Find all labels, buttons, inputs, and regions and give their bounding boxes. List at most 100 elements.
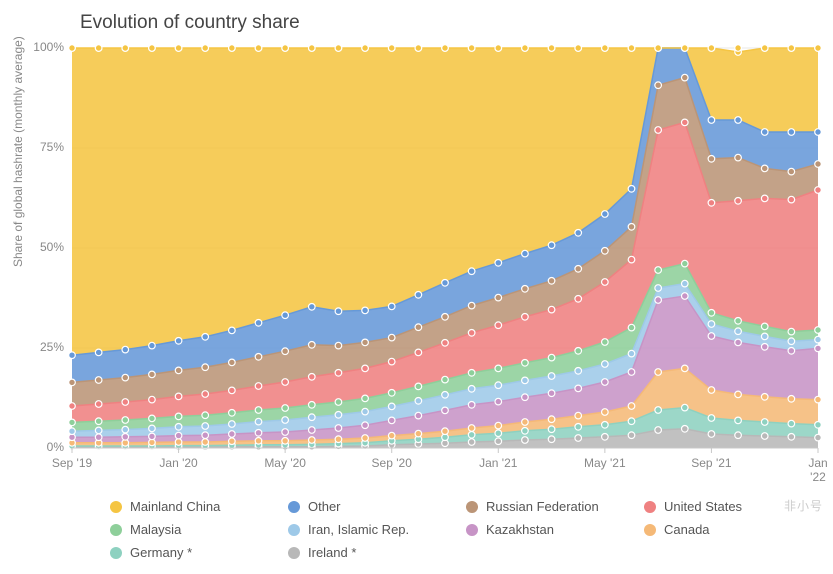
marker[interactable] <box>681 280 688 287</box>
marker[interactable] <box>628 369 635 376</box>
marker[interactable] <box>175 432 182 439</box>
marker[interactable] <box>362 408 369 415</box>
marker[interactable] <box>308 304 315 311</box>
marker[interactable] <box>548 436 555 443</box>
marker[interactable] <box>495 365 502 372</box>
marker[interactable] <box>815 187 822 194</box>
marker-top[interactable] <box>255 45 262 52</box>
marker[interactable] <box>175 424 182 431</box>
marker[interactable] <box>708 310 715 317</box>
marker-top[interactable] <box>655 45 662 52</box>
marker[interactable] <box>708 333 715 340</box>
marker-top[interactable] <box>149 45 156 52</box>
marker[interactable] <box>468 330 475 337</box>
marker[interactable] <box>522 360 529 367</box>
marker[interactable] <box>735 154 742 161</box>
marker[interactable] <box>522 377 529 384</box>
marker[interactable] <box>681 365 688 372</box>
marker[interactable] <box>442 314 449 321</box>
marker[interactable] <box>282 379 289 386</box>
marker[interactable] <box>575 296 582 303</box>
marker-top[interactable] <box>388 45 395 52</box>
marker-top[interactable] <box>415 45 422 52</box>
marker[interactable] <box>522 419 529 426</box>
marker[interactable] <box>308 437 315 444</box>
marker[interactable] <box>362 307 369 314</box>
marker[interactable] <box>575 412 582 419</box>
marker[interactable] <box>69 403 76 410</box>
marker[interactable] <box>308 402 315 409</box>
marker[interactable] <box>815 161 822 168</box>
marker[interactable] <box>468 370 475 377</box>
marker[interactable] <box>788 168 795 175</box>
marker[interactable] <box>628 324 635 331</box>
marker[interactable] <box>522 250 529 257</box>
marker[interactable] <box>708 200 715 207</box>
marker[interactable] <box>468 402 475 409</box>
marker[interactable] <box>335 436 342 443</box>
marker[interactable] <box>522 286 529 293</box>
marker[interactable] <box>255 418 262 425</box>
marker[interactable] <box>388 417 395 424</box>
marker[interactable] <box>628 256 635 263</box>
marker[interactable] <box>442 376 449 383</box>
marker[interactable] <box>522 394 529 401</box>
marker[interactable] <box>655 427 662 434</box>
marker[interactable] <box>681 74 688 81</box>
legend-item[interactable]: Other <box>288 499 458 514</box>
marker[interactable] <box>282 438 289 445</box>
marker[interactable] <box>388 432 395 439</box>
marker[interactable] <box>442 280 449 287</box>
marker[interactable] <box>495 430 502 437</box>
marker[interactable] <box>149 371 156 378</box>
marker-top[interactable] <box>548 45 555 52</box>
marker[interactable] <box>575 368 582 375</box>
marker[interactable] <box>655 369 662 376</box>
marker[interactable] <box>255 354 262 361</box>
marker[interactable] <box>575 435 582 442</box>
marker-top[interactable] <box>761 45 768 52</box>
marker[interactable] <box>282 405 289 412</box>
marker[interactable] <box>202 391 209 398</box>
marker[interactable] <box>255 430 262 437</box>
marker[interactable] <box>95 418 102 425</box>
marker[interactable] <box>735 328 742 335</box>
marker[interactable] <box>602 248 609 255</box>
marker[interactable] <box>735 318 742 325</box>
marker[interactable] <box>815 434 822 441</box>
marker[interactable] <box>735 198 742 205</box>
marker[interactable] <box>628 350 635 357</box>
marker[interactable] <box>69 428 76 435</box>
marker[interactable] <box>735 391 742 398</box>
marker[interactable] <box>282 417 289 424</box>
marker[interactable] <box>308 374 315 381</box>
marker[interactable] <box>495 260 502 267</box>
marker[interactable] <box>468 302 475 309</box>
marker[interactable] <box>815 336 822 343</box>
marker-top[interactable] <box>681 45 688 52</box>
marker[interactable] <box>761 344 768 351</box>
marker-top[interactable] <box>308 45 315 52</box>
marker[interactable] <box>735 417 742 424</box>
legend-item[interactable]: Kazakhstan <box>466 522 636 537</box>
marker[interactable] <box>149 415 156 422</box>
marker[interactable] <box>255 438 262 445</box>
marker[interactable] <box>522 437 529 444</box>
marker[interactable] <box>175 439 182 446</box>
marker[interactable] <box>548 373 555 380</box>
marker[interactable] <box>815 129 822 136</box>
marker[interactable] <box>681 404 688 411</box>
marker[interactable] <box>149 396 156 403</box>
marker[interactable] <box>522 428 529 435</box>
marker-top[interactable] <box>335 45 342 52</box>
marker[interactable] <box>362 365 369 372</box>
marker[interactable] <box>388 358 395 365</box>
marker[interactable] <box>308 427 315 434</box>
marker[interactable] <box>69 352 76 359</box>
marker[interactable] <box>229 327 236 334</box>
marker-top[interactable] <box>575 45 582 52</box>
marker[interactable] <box>495 422 502 429</box>
marker[interactable] <box>149 342 156 349</box>
marker[interactable] <box>255 320 262 327</box>
marker[interactable] <box>522 314 529 321</box>
